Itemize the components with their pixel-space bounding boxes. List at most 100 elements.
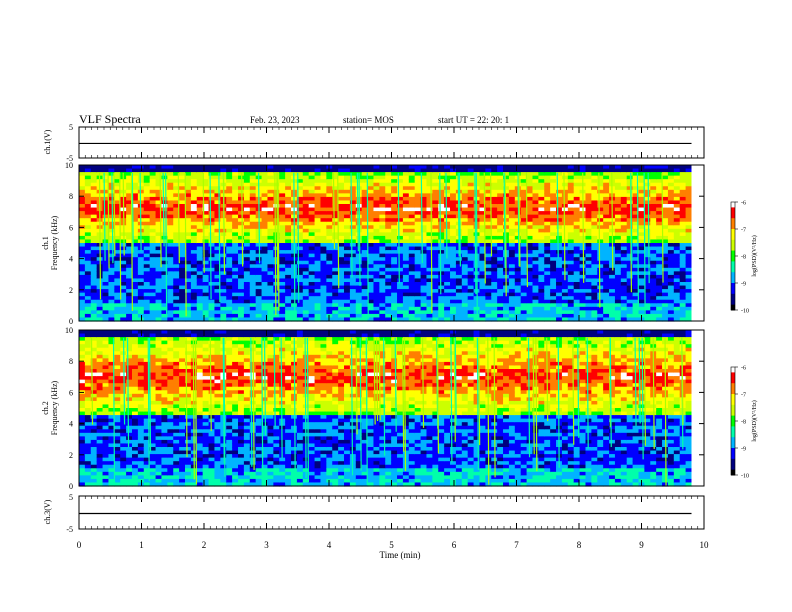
ch1-spectrogram-cell: [391, 193, 398, 198]
ch1-spectrogram-cell: [656, 303, 663, 308]
ch1-colorbar-swatch: [731, 293, 735, 297]
ch1-spectrogram-cell: [467, 189, 475, 194]
ch1-spectrogram-cell: [308, 196, 316, 202]
ch1-spectrogram-cell: [332, 232, 339, 237]
ch1-spectrogram-cell: [573, 267, 581, 272]
ch1-spectrogram-cell: [656, 250, 663, 255]
ch2-spectrogram-cell: [96, 439, 104, 445]
ch1-spectrogram-cell: [349, 186, 357, 191]
ch1-spectrogram-cell: [79, 271, 86, 276]
ch1-spectrogram-cell: [332, 221, 339, 226]
ch1-spectrogram-cell: [544, 221, 551, 226]
ch1-spectrogram-cell: [685, 317, 693, 322]
ch1-spectrogram-cell: [556, 200, 563, 205]
ch1-spectrogram-streak: [131, 172, 134, 253]
ch1-spectrogram-cell: [650, 182, 657, 187]
ch1-spectrogram-cell: [232, 246, 239, 251]
ch1-spectrogram-cell: [685, 189, 693, 194]
ch2-spectrogram-cell: [102, 379, 110, 384]
ch1-spectrogram-cell: [173, 289, 180, 294]
ch1-spectrogram-cell: [190, 232, 198, 237]
ch1-spectrogram-cell: [685, 289, 693, 294]
ch1-spectrogram-cell: [579, 168, 587, 173]
ch1-spectrogram-cell: [526, 306, 534, 311]
ch1-spectrogram-cell: [467, 289, 475, 294]
ch1-spectrogram-cell: [202, 175, 210, 180]
ch1-spectrogram-cell: [132, 175, 139, 180]
ch1-spectrogram-cell: [108, 299, 115, 304]
ch1-spectrogram-cell: [408, 246, 416, 251]
ch1-spectrogram-cell: [620, 303, 628, 308]
ch1-spectrogram-cell: [432, 221, 439, 226]
ch1-spectrogram-cell: [90, 193, 98, 198]
ch1-spectrogram-cell: [79, 193, 86, 198]
ch1-colorbar-swatch: [731, 264, 735, 268]
ch1-spectrogram-cell: [249, 306, 257, 311]
ch1-spectrogram-cell: [585, 282, 592, 287]
ch1-spectrogram-cell: [249, 189, 257, 194]
ch1-spectrogram-cell: [638, 267, 645, 272]
ch1-spectrogram-cell: [273, 285, 280, 290]
ch1-spectrogram-cell: [355, 250, 363, 255]
ch1-spectrogram-cell: [444, 232, 451, 237]
ch1-spectrogram-cell: [597, 186, 604, 191]
ch2-spectrogram-cell: [90, 450, 98, 455]
ch1-spectrogram-cell: [167, 260, 174, 265]
ch1-spectrogram-cell: [338, 271, 345, 276]
ch1-spectrogram-cell: [149, 317, 157, 322]
ch1-spectrogram-cell: [397, 196, 404, 202]
ch1-spectrogram-cell: [526, 200, 534, 205]
ch2-spectrogram-cell: [114, 361, 121, 367]
ch1-spectrogram-cell: [444, 221, 451, 226]
ch2-spectrogram-cell: [79, 482, 86, 487]
ch1-spectrogram-cell: [656, 214, 663, 219]
ch1-spectrogram-cell: [249, 271, 257, 276]
ch1-spectrogram-cell: [132, 299, 139, 304]
ch1-spectrogram-cell: [497, 306, 504, 311]
ch2-spectrogram-cell: [96, 369, 104, 374]
ch1-spectrogram-cell: [497, 285, 504, 290]
ch1-spectrogram-cell: [656, 189, 663, 194]
ch1-spectrogram-cell: [190, 186, 198, 191]
ch1-spectrogram-cell: [232, 253, 239, 258]
ch1-spectrogram-cell: [550, 260, 557, 265]
ch1-spectrogram-cell: [308, 282, 316, 287]
ch1-spectrogram-cell: [520, 306, 528, 311]
ch1-spectrogram-cell: [567, 296, 575, 301]
ch1-spectrogram-cell: [491, 264, 498, 269]
ch1-spectrogram-cell: [361, 232, 369, 237]
ch2-spectrogram-cell: [102, 454, 110, 459]
ch1-spectrogram-cell: [426, 303, 433, 308]
ch1-spectrogram-cell: [320, 306, 327, 311]
ch2-spectrogram-cell: [108, 468, 115, 473]
ch1-spectrogram-cell: [685, 267, 693, 272]
ch1-spectrogram-cell: [567, 289, 575, 294]
ch1-spectrogram-cell: [267, 193, 274, 198]
ch1-spectrogram-cell: [620, 218, 628, 223]
ch1-spectrogram-cell: [143, 257, 151, 262]
ch1-spectrogram-cell: [208, 207, 216, 212]
ch1-spectrogram-cell: [591, 264, 598, 269]
ch1-spectrogram-cell: [344, 289, 351, 294]
ch2-spectrogram-cell: [102, 471, 110, 476]
ch1-spectrogram-cell: [261, 228, 269, 233]
ch1-spectrogram-cell: [96, 313, 104, 319]
ch1-spectrogram-cell: [320, 292, 327, 297]
ch1-spectrogram-cell: [314, 193, 322, 198]
ch1-spectrogram-cell: [308, 260, 316, 265]
ch2-spectrogram-cell: [108, 386, 115, 391]
ch1-spectrogram-cell: [367, 253, 375, 258]
ch1-spectrogram-cell: [526, 253, 534, 258]
ch1-spectrogram-cell: [196, 189, 204, 194]
ch1-spectrogram-cell: [102, 264, 110, 269]
ch1-spectrogram-cell: [296, 282, 304, 287]
ch1-spectrogram-cell: [84, 299, 92, 304]
ch1-spectrogram-cell: [308, 246, 316, 251]
ch1-spectrogram-cell: [267, 257, 274, 262]
ch1-spectrogram-cell: [685, 200, 693, 205]
ch1-spectrogram-cell: [344, 182, 351, 187]
ch1-spectrogram-cell: [173, 221, 180, 226]
ch1-spectrogram-cell: [667, 243, 675, 248]
ch1-spectrogram-cell: [603, 165, 610, 170]
